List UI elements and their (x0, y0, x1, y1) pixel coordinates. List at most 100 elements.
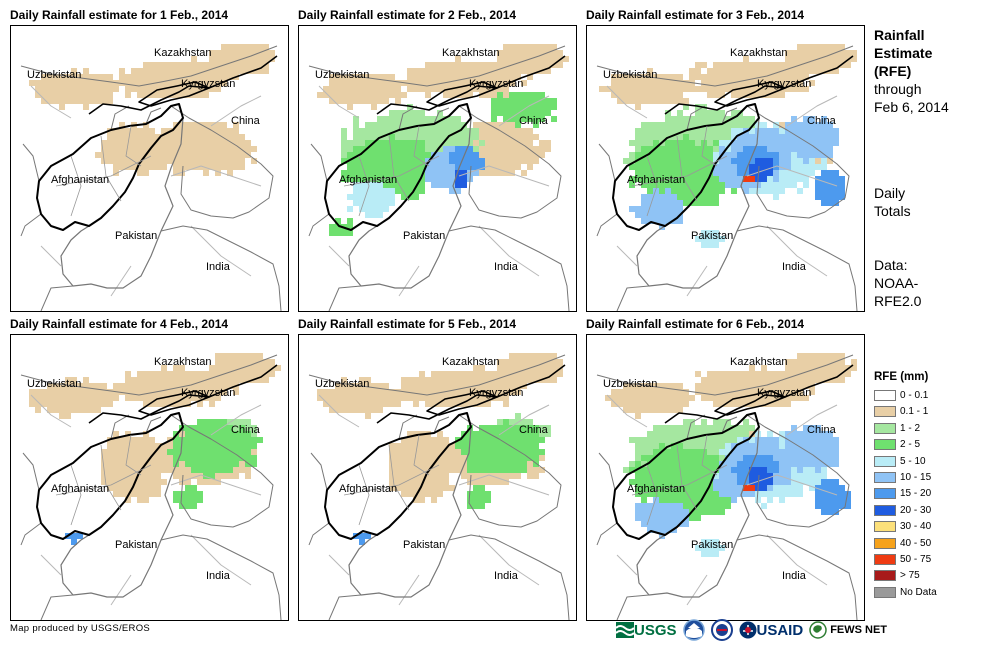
rain-cell (191, 467, 197, 473)
rain-cell (665, 491, 671, 497)
rain-cell (491, 62, 497, 68)
rain-cell (755, 140, 761, 146)
legend-swatch (874, 586, 896, 598)
northern-border (664, 55, 854, 115)
rain-cell (47, 98, 53, 104)
rain-cell (635, 461, 641, 467)
rain-cell (257, 56, 263, 62)
rain-cell (437, 86, 443, 92)
rain-cell (719, 395, 725, 401)
rain-cell (203, 467, 209, 473)
rain-cell (443, 461, 449, 467)
rain-cell (713, 443, 719, 449)
rain-cell (689, 68, 695, 74)
rain-cell (395, 110, 401, 116)
rain-cell (833, 509, 839, 515)
rain-cell (101, 74, 107, 80)
rain-cell (737, 389, 743, 395)
rain-cell (173, 383, 179, 389)
rain-cell (665, 437, 671, 443)
rain-cell (509, 437, 515, 443)
rain-cell (665, 461, 671, 467)
rain-cell (623, 158, 629, 164)
rain-cell (743, 431, 749, 437)
rain-cell (641, 515, 647, 521)
country-border (308, 45, 566, 87)
rain-cell (473, 86, 479, 92)
rain-cell (509, 128, 515, 134)
rain-cell (731, 473, 737, 479)
rain-cell (845, 497, 851, 503)
rain-cell (437, 140, 443, 146)
rain-cell (251, 44, 257, 50)
rain-cell (209, 68, 215, 74)
rain-cell (419, 497, 425, 503)
rain-cell (119, 158, 125, 164)
rain-cell (413, 86, 419, 92)
rain-cell (347, 104, 353, 110)
daily-label: Totals (874, 203, 911, 219)
rain-cell (719, 116, 725, 122)
rain-cell (359, 140, 365, 146)
rain-cell (521, 461, 527, 467)
rain-cell (407, 188, 413, 194)
rain-cell (521, 371, 527, 377)
rain-cell (113, 455, 119, 461)
rain-cell (233, 455, 239, 461)
rain-cell (137, 371, 143, 377)
rain-cell (119, 455, 125, 461)
rain-cell (209, 401, 215, 407)
rain-cell (641, 479, 647, 485)
rain-cell (359, 389, 365, 395)
rain-cell (545, 98, 551, 104)
rain-cell (767, 491, 773, 497)
rain-cell (209, 383, 215, 389)
rain-cell (689, 497, 695, 503)
rain-cell (419, 116, 425, 122)
rain-cell (725, 80, 731, 86)
rain-cell (209, 389, 215, 395)
rain-cell (359, 176, 365, 182)
rain-cell (689, 467, 695, 473)
sidebar-data-source: Data: NOAA- RFE2.0 (874, 256, 921, 310)
rain-cell (509, 104, 515, 110)
rain-cell (767, 395, 773, 401)
rain-cell (329, 230, 335, 236)
rain-cell (59, 413, 65, 419)
rain-cell (461, 473, 467, 479)
rain-cell (161, 461, 167, 467)
rain-cell (659, 218, 665, 224)
rain-cell (359, 401, 365, 407)
rain-cell (251, 158, 257, 164)
rain-cell (533, 116, 539, 122)
rain-cell (47, 401, 53, 407)
rain-cell (239, 371, 245, 377)
rain-cell (413, 467, 419, 473)
rain-cell (743, 449, 749, 455)
rain-cell (833, 485, 839, 491)
rain-cell (173, 158, 179, 164)
rain-cell (713, 503, 719, 509)
legend-item: 10 - 15 (874, 472, 931, 484)
rain-cell (395, 140, 401, 146)
rain-cell (455, 62, 461, 68)
rain-cell (113, 383, 119, 389)
rain-cell (137, 140, 143, 146)
rain-cell (209, 377, 215, 383)
rain-cell (689, 473, 695, 479)
rain-cell (701, 134, 707, 140)
rain-cell (113, 140, 119, 146)
rain-cell (833, 503, 839, 509)
rain-cell (707, 389, 713, 395)
rain-cell (743, 74, 749, 80)
rain-cell (419, 134, 425, 140)
rain-cell (503, 140, 509, 146)
rain-cell (713, 86, 719, 92)
rain-cell (179, 158, 185, 164)
rain-cell (701, 116, 707, 122)
rain-cell (125, 371, 131, 377)
rain-cell (551, 44, 557, 50)
rain-cell (227, 473, 233, 479)
rain-cell (707, 377, 713, 383)
rain-cell (359, 98, 365, 104)
